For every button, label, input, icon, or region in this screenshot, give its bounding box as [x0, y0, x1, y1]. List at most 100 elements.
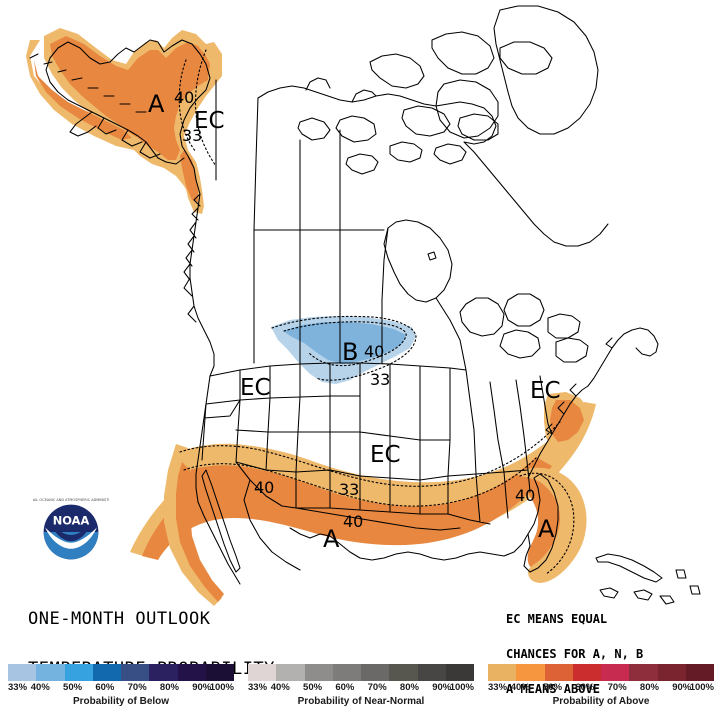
colorbar-near-normal-swatch-7 — [445, 664, 474, 681]
key-line-3: A MEANS ABOVE — [506, 682, 600, 697]
title-line-1: ONE-MONTH OUTLOOK — [28, 609, 211, 629]
colorbar-below-swatch-5 — [149, 664, 178, 681]
colorbar-above-swatch-2 — [544, 664, 573, 681]
contour-plains-40 — [283, 321, 407, 367]
map-label-plains-40: 40 — [364, 342, 385, 361]
colorbar-near-normal-swatches — [248, 664, 474, 681]
colorbar-below-tick-2: 50% — [63, 682, 83, 693]
colorbar-below-tick-3: 60% — [95, 682, 115, 693]
coastlines — [29, 5, 701, 605]
coast-arctic-mainland — [257, 77, 497, 145]
colorbar-above-tick-6: 90% — [672, 682, 692, 693]
colorbar-near-normal-swatch-3 — [332, 664, 361, 681]
noaa-logo: NOAA NATIONAL OCEANIC AND ATMOSPHERIC AD… — [21, 494, 122, 570]
colorbar-above-tick-2: 50% — [543, 682, 563, 693]
map-label-northeast-ec: EC — [530, 378, 561, 404]
colorbar-above-swatch-3 — [572, 664, 601, 681]
colorbar-above-swatch-4 — [601, 664, 630, 681]
colorbar-near-normal-swatch-4 — [361, 664, 390, 681]
colorbar-near-normal-swatch-1 — [276, 664, 305, 681]
noaa-ring-top: NATIONAL OCEANIC AND ATMOSPHERIC ADMINIS… — [33, 498, 109, 502]
colorbar-above-tick-3: 60% — [575, 682, 595, 693]
map-label-south-33: 33 — [339, 480, 360, 499]
colorbar-near-normal-tick-4: 70% — [367, 682, 387, 693]
colorbar-near-normal-tick-5: 80% — [399, 682, 419, 693]
colorbar-below-swatch-0 — [8, 664, 37, 681]
shade-aleutians-mid — [34, 46, 132, 140]
shade-westcoast-40 — [176, 462, 224, 602]
border-states — [201, 362, 553, 525]
map-label-alaska-above: A — [148, 90, 165, 118]
colorbar-above-swatch-5 — [629, 664, 658, 681]
colorbar-below-swatch-4 — [121, 664, 150, 681]
colorbar-above-tick-4: 70% — [607, 682, 627, 693]
contour-florida-40 — [519, 472, 575, 575]
map-label-southeast-above: A — [538, 515, 555, 543]
colorbar-above-swatch-7 — [685, 664, 714, 681]
colorbar-near-normal-ticks: 33% 40% 50% 60% 70% 80% 90% 100% — [248, 682, 474, 695]
colorbar-below-swatch-1 — [36, 664, 65, 681]
border-canada-us — [209, 362, 467, 377]
colorbar-below-tick-5: 80% — [159, 682, 179, 693]
colorbar-below-ticks: 33% 40% 50% 60% 70% 80% 90% 100% — [8, 682, 234, 695]
shade-alaska-40 — [50, 36, 210, 160]
shade-south-40 — [142, 457, 552, 560]
coast-gulf — [289, 527, 529, 561]
coast-baja — [201, 469, 241, 573]
key-line-1: EC MEANS EQUAL — [506, 611, 608, 626]
shade-alaska-tail-mid — [180, 150, 198, 202]
border-provinces — [253, 97, 467, 371]
colorbar-below-swatch-3 — [92, 664, 121, 681]
colorbar-below-tick-7: 100% — [209, 682, 234, 693]
shade-plains-40 — [283, 322, 406, 364]
map-label-southwest-above: A — [323, 525, 340, 553]
colorbar-near-normal-tick-7: 100% — [449, 682, 474, 693]
coast-alaska — [45, 39, 211, 181]
map-label-southeast-40: 40 — [515, 486, 536, 505]
colorbar-near-normal-tick-2: 50% — [303, 682, 323, 693]
north-america-map — [26, 5, 701, 606]
colorbar-above-swatch-6 — [657, 664, 686, 681]
shade-midatlantic-40 — [550, 400, 584, 442]
map-label-central-ec: EC — [370, 442, 401, 468]
colorbar-near-normal: 33% 40% 50% 60% 70% 80% 90% 100% Probability of… — [248, 664, 474, 707]
coast-greenland — [493, 5, 599, 135]
map-label-alaska-33: 33 — [182, 126, 203, 145]
colorbar-above-caption: Probability of Above — [552, 696, 650, 707]
coast-hudson-bay — [383, 219, 453, 303]
colorbar-above-tick-1: 40% — [510, 682, 530, 693]
colorbar-above-tick-7: 100% — [689, 682, 714, 693]
colorbar-above-swatch-0 — [488, 664, 517, 681]
colorbar-above-swatch-1 — [516, 664, 545, 681]
colorbar-above-tick-5: 80% — [639, 682, 659, 693]
border-mexico — [235, 461, 461, 571]
coast-bc — [183, 179, 215, 377]
coast-us-east — [527, 383, 589, 479]
map-label-plains-below: B — [342, 338, 359, 366]
colorbar-near-normal-swatch-2 — [304, 664, 333, 681]
colorbar-near-normal-swatch-0 — [248, 664, 277, 681]
map-label-alaska-ec: EC — [194, 108, 225, 134]
map-label-southwest-40: 40 — [254, 478, 275, 497]
coast-us-west — [195, 375, 241, 585]
coast-arctic-islands — [297, 31, 553, 175]
colorbar-above-swatches — [488, 664, 714, 681]
coast-florida — [523, 473, 559, 573]
colorbar-above-tick-0: 33% — [488, 682, 508, 693]
category-key-legend: EC MEANS EQUAL CHANCES FOR A, N, B A MEA… — [506, 590, 643, 707]
colorbar-below-tick-1: 40% — [30, 682, 50, 693]
colorbar-near-normal-tick-3: 60% — [335, 682, 355, 693]
map-canvas: A 40 33 EC B 40 33 EC EC EC 40 33 40 A 40 A — [26, 5, 701, 606]
map-label-alaska-40: 40 — [174, 88, 195, 107]
contour-alaska-33 — [194, 49, 217, 167]
colorbar-near-normal-tick-0: 33% — [248, 682, 268, 693]
map-label-plains-33: 33 — [370, 370, 391, 389]
contour-south-40 — [183, 457, 537, 507]
coast-baffin — [435, 79, 499, 139]
map-label-south-40: 40 — [343, 512, 364, 531]
colorbar-near-normal-swatch-6 — [417, 664, 446, 681]
noaa-logo-wordmark: NOAA — [53, 513, 90, 527]
coast-caribbean — [595, 553, 701, 605]
colorbar-above-ticks: 33% 40% 50% 60% 70% 80% 90% 100% — [488, 682, 714, 695]
colorbar-below: 33% 40% 50% 60% 70% 80% 90% 100% Probability of… — [8, 664, 234, 707]
